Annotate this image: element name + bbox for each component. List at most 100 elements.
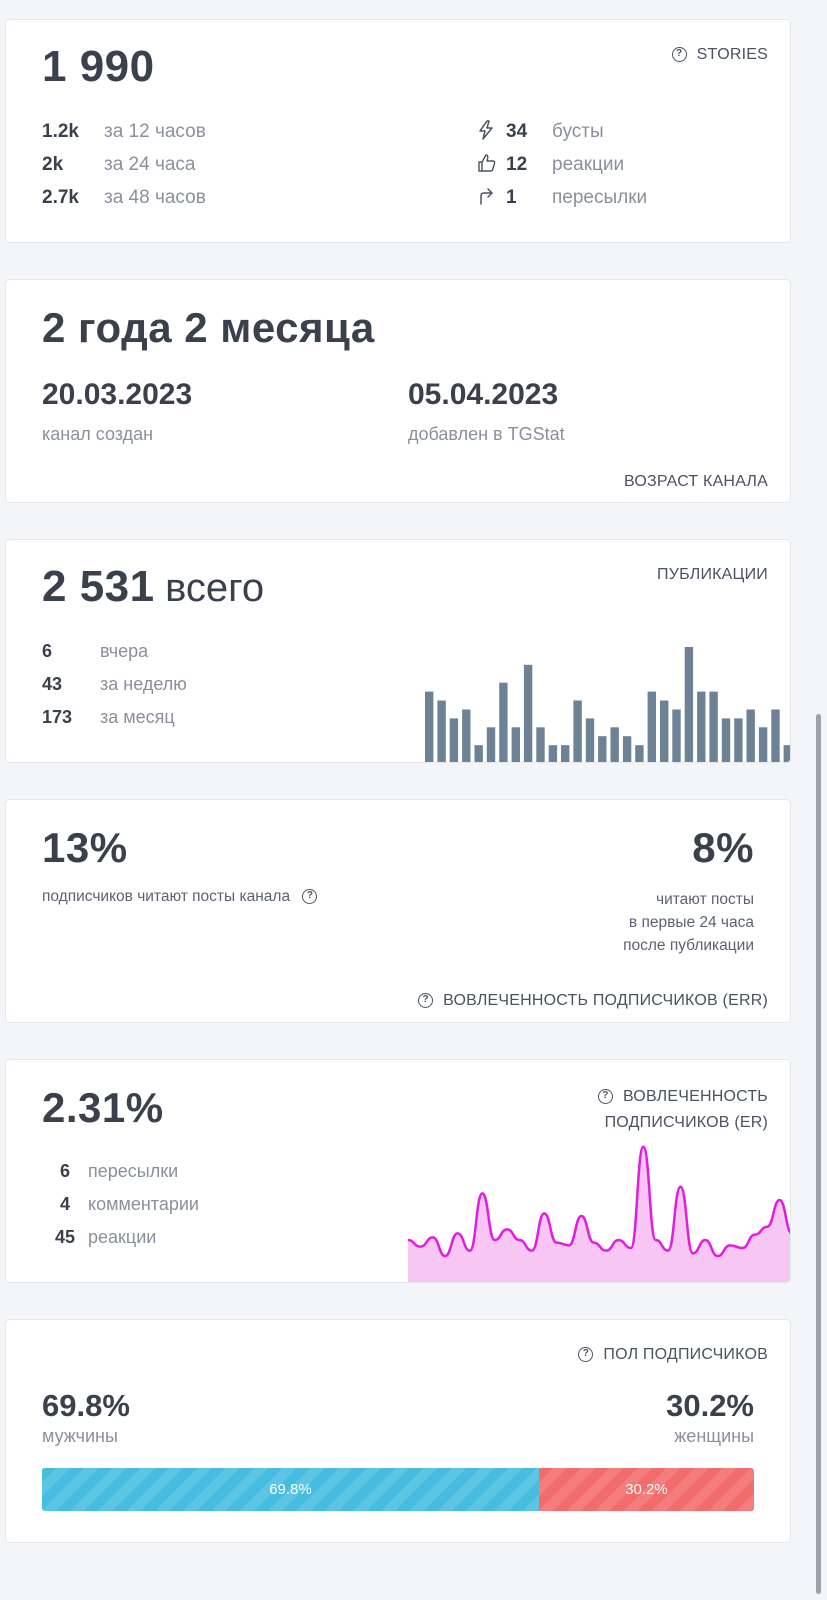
publication-bar	[635, 745, 644, 762]
err-caption[interactable]: ? ВОВЛЕЧЕННОСТЬ ПОДПИСЧИКОВ (ERR)	[418, 992, 768, 1010]
publication-bar	[573, 700, 582, 762]
help-icon: ?	[418, 993, 434, 1009]
er-row-comments: 4 комментарии	[42, 1187, 199, 1221]
stories-caption[interactable]: ? STORIES	[671, 46, 768, 64]
err-24h-line-2: в первые 24 часа	[628, 914, 754, 931]
err-caption-label: ВОВЛЕЧЕННОСТЬ ПОДПИСЧИКОВ (ERR)	[443, 992, 768, 1009]
female-value: 30.2%	[666, 1388, 754, 1423]
female-bar-label: 30.2%	[625, 1481, 668, 1498]
er-caption-line-2: ПОДПИСЧИКОВ (ER)	[604, 1114, 768, 1131]
pub-yesterday-value: 6	[42, 640, 53, 661]
publications-caption: ПУБЛИКАЦИИ	[657, 566, 768, 583]
publication-bar	[783, 745, 790, 762]
er-caption-line-1: ВОВЛЕЧЕННОСТЬ	[622, 1088, 768, 1105]
publication-bar	[647, 691, 656, 762]
er-reactions-value: 45	[54, 1226, 76, 1247]
publication-bar	[734, 718, 743, 762]
err-24h-line-1: читают посты	[656, 891, 754, 908]
views-24h-label: за 24 часа	[104, 154, 196, 175]
err-24h-line-3: после публикации	[623, 937, 754, 954]
publication-bar	[684, 647, 694, 762]
channel-age-caption: ВОЗРАСТ КАНАЛА	[624, 473, 768, 490]
pub-month-value: 173	[42, 706, 73, 727]
gender-card: ? ПОЛ ПОДПИСЧИКОВ 69.8% мужчины 30.2% жен…	[5, 1319, 791, 1543]
views-48h-label: за 48 часов	[104, 187, 206, 208]
publication-bar	[462, 709, 471, 762]
publication-bar	[536, 727, 545, 762]
page-scrollbar[interactable]	[816, 714, 821, 1594]
stories-label: STORIES	[696, 46, 768, 63]
publication-bar	[771, 709, 780, 762]
views-48h-value: 2.7k	[42, 187, 79, 208]
publication-bar	[610, 727, 619, 762]
er-area-fill	[408, 1146, 790, 1282]
er-reactions-label: реакции	[88, 1226, 157, 1247]
er-comments-label: комментарии	[88, 1193, 199, 1214]
publications-row-week: 43 за неделю	[42, 667, 187, 701]
publications-card: 2 531 всего ПУБЛИКАЦИИ 6 вчера 43 за нед…	[5, 539, 791, 763]
publications-row-month: 173 за месяц	[42, 700, 175, 734]
views-24h-value: 2k	[42, 154, 64, 175]
views-12h-value: 1.2k	[42, 121, 79, 142]
female-label: женщины	[674, 1426, 754, 1446]
publication-bar	[697, 691, 706, 762]
publication-bar	[598, 736, 607, 762]
publications-row-yesterday: 6 вчера	[42, 634, 148, 668]
channel-age-card: 2 года 2 месяца 20.03.2023 канал создан …	[5, 279, 791, 503]
male-bar-segment: 69.8%	[42, 1468, 539, 1511]
er-line-chart	[408, 1145, 790, 1282]
created-label: канал создан	[42, 424, 154, 444]
err-24h-description: читают посты в первые 24 часа после публ…	[623, 888, 754, 957]
publications-total: 2 531 всего	[42, 562, 264, 612]
views-12h-label: за 12 часов	[104, 121, 206, 142]
help-icon: ?	[597, 1089, 613, 1105]
male-value: 69.8%	[42, 1388, 130, 1423]
publication-bar	[721, 718, 731, 762]
publication-bar	[548, 745, 558, 762]
help-icon[interactable]: ?	[302, 889, 318, 905]
publication-bar	[561, 745, 570, 762]
publication-bar	[474, 745, 483, 762]
publications-bar-chart	[425, 647, 790, 762]
publication-bar	[746, 709, 755, 762]
err-label: подписчиков читают посты канала	[42, 888, 291, 905]
forward-arrow-icon	[478, 187, 506, 210]
lightning-icon	[478, 119, 506, 145]
publication-bar	[585, 718, 595, 762]
publication-bar	[425, 691, 434, 762]
thumbs-up-icon	[478, 153, 506, 177]
publication-bar	[523, 664, 533, 762]
gender-caption[interactable]: ? ПОЛ ПОДПИСЧИКОВ	[578, 1346, 768, 1364]
er-value: 2.31%	[42, 1084, 164, 1131]
pub-yesterday-label: вчера	[100, 640, 149, 661]
er-caption[interactable]: ? ВОВЛЕЧЕННОСТЬ ПОДПИСЧИКОВ (ER)	[597, 1084, 768, 1136]
pub-month-label: за месяц	[100, 706, 175, 727]
publication-bar	[758, 727, 768, 762]
added-date: 05.04.2023	[408, 378, 559, 411]
male-bar-label: 69.8%	[269, 1481, 312, 1498]
added-label: добавлен в TGStat	[408, 424, 565, 444]
er-row-forwards: 6 пересылки	[42, 1154, 178, 1188]
publication-bar	[511, 727, 520, 762]
gender-caption-label: ПОЛ ПОДПИСЧИКОВ	[603, 1346, 768, 1363]
boosts-value: 34	[506, 121, 528, 142]
publication-bar	[437, 700, 446, 762]
help-icon: ?	[671, 47, 687, 63]
boosts-label: бусты	[552, 121, 604, 142]
publications-total-value: 2 531	[42, 562, 155, 611]
er-forwards-value: 6	[59, 1160, 70, 1181]
er-card: 2.31% ? ВОВЛЕЧЕННОСТЬ ПОДПИСЧИКОВ (ER) 6 …	[5, 1059, 791, 1283]
er-series-line	[408, 1145, 790, 1258]
gender-bar: 69.8% 30.2%	[42, 1468, 754, 1511]
forwards-row: 1 пересылки	[478, 181, 647, 215]
pub-week-value: 43	[42, 673, 63, 694]
er-row-reactions: 45 реакции	[42, 1220, 156, 1254]
publication-bar	[672, 709, 681, 762]
forwards-label: пересылки	[552, 187, 648, 208]
male-label: мужчины	[42, 1426, 118, 1446]
err-description[interactable]: подписчиков читают посты канала ?	[42, 888, 327, 906]
help-icon: ?	[578, 1347, 594, 1363]
views-row-12h: 1.2k за 12 часов	[42, 115, 206, 149]
er-comments-value: 4	[59, 1193, 70, 1214]
publication-bar	[709, 691, 718, 762]
